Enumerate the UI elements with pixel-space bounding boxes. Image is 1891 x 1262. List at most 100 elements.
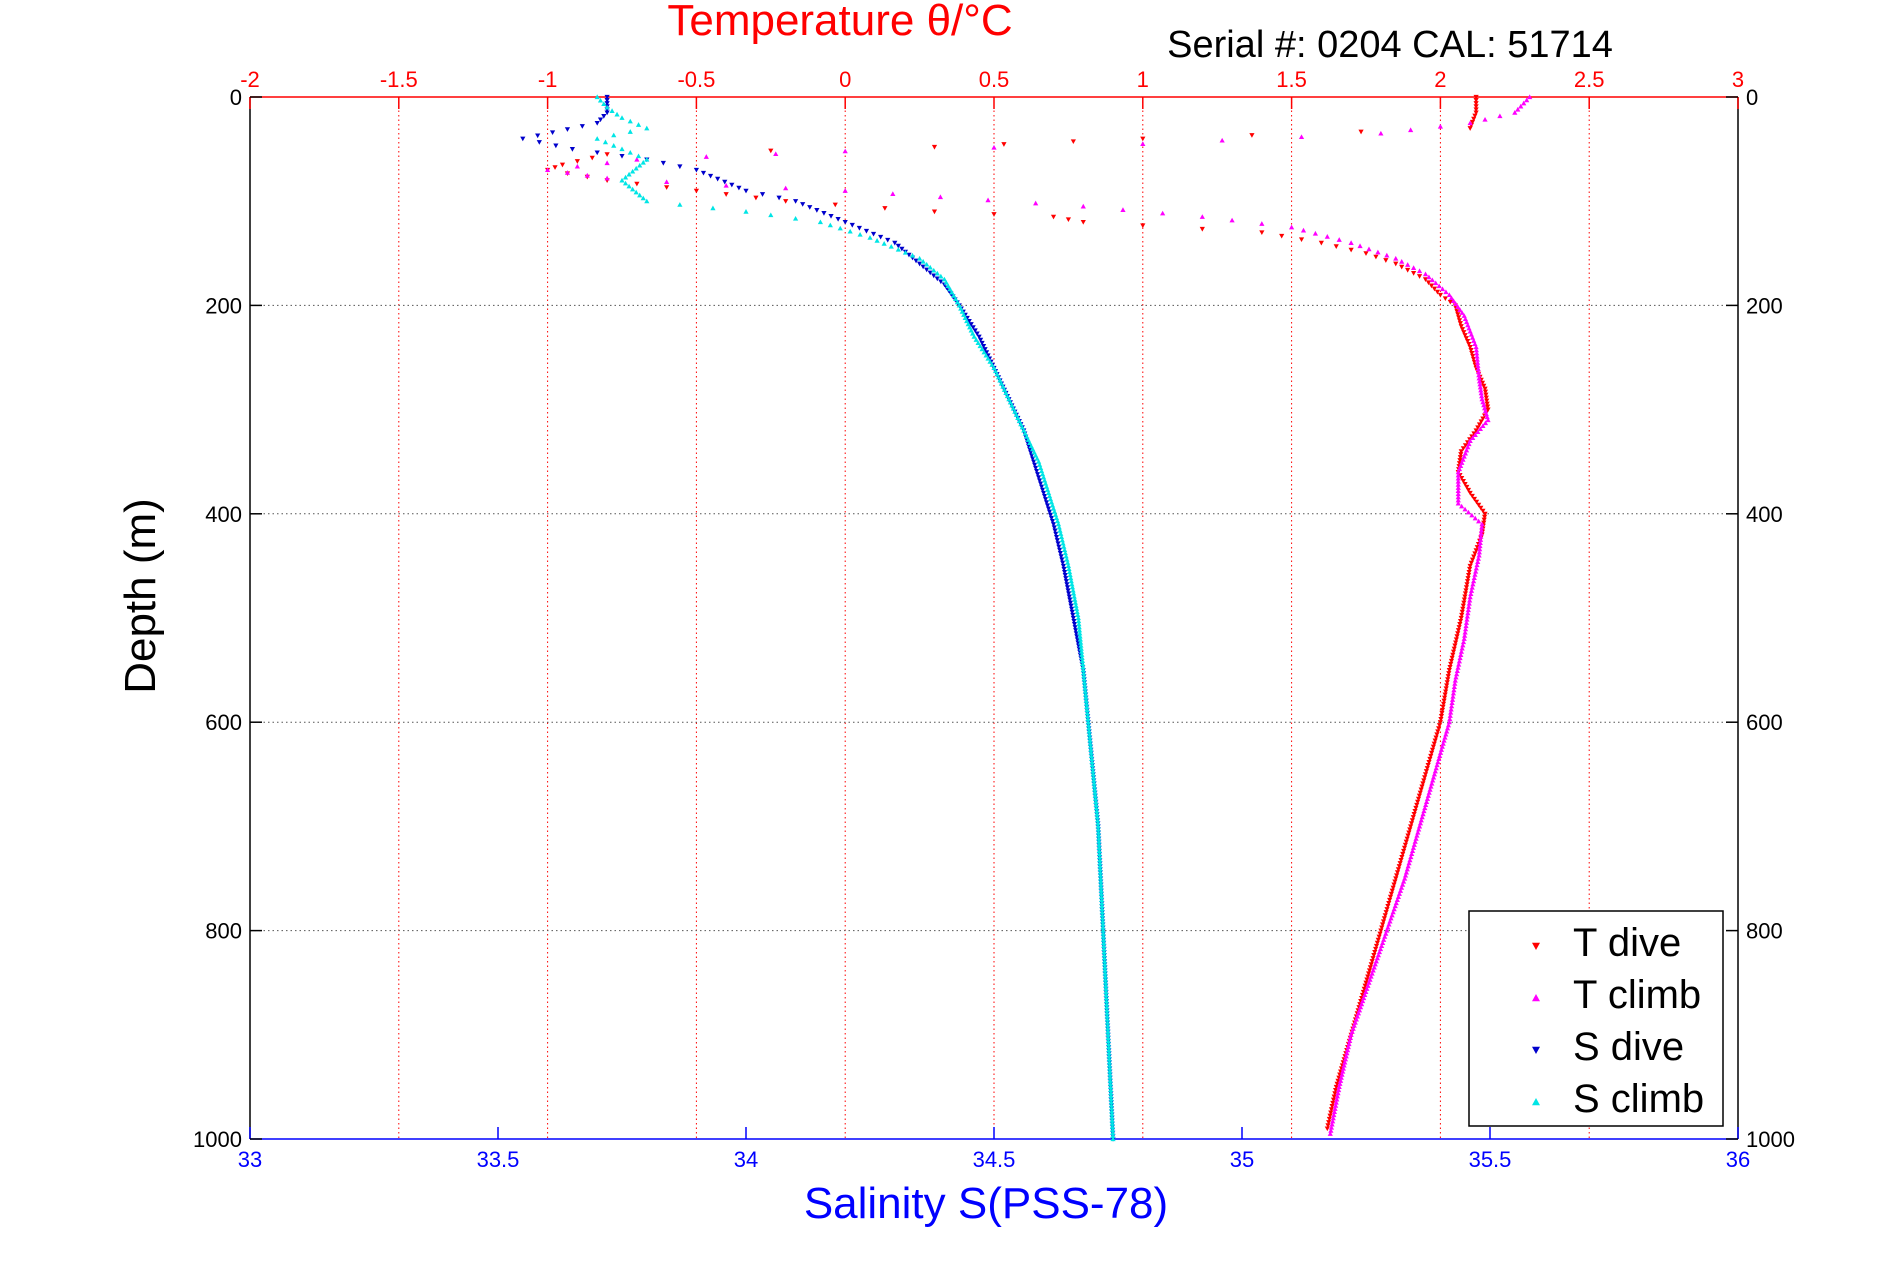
data-point: [1094, 817, 1101, 823]
data-point: [1454, 668, 1460, 673]
data-point: [1347, 1038, 1353, 1044]
data-point: [1090, 765, 1096, 771]
data-point: [1043, 484, 1050, 489]
data-point: [1140, 136, 1146, 142]
data-point: [1461, 330, 1467, 335]
data-point: [1448, 295, 1455, 301]
data-point: [1371, 964, 1377, 970]
data-point: [1402, 875, 1408, 881]
data-point: [1429, 780, 1435, 786]
data-point: [1104, 1010, 1110, 1016]
data-point: [1326, 1116, 1332, 1122]
data-point: [1447, 664, 1453, 670]
data-point: [1460, 446, 1466, 451]
temp-tick-label: 1: [1137, 67, 1149, 92]
data-point: [1435, 729, 1441, 734]
data-point: [1105, 1035, 1111, 1040]
data-point: [545, 167, 551, 173]
data-point: [1065, 588, 1071, 594]
data-point: [1442, 296, 1448, 302]
data-point: [1467, 563, 1473, 569]
data-point: [1465, 487, 1472, 493]
data-point: [1106, 1053, 1112, 1059]
data-point: [857, 231, 863, 237]
data-point: [1353, 1016, 1359, 1022]
data-point: [1049, 519, 1056, 524]
data-point: [1333, 244, 1339, 249]
data-point: [1474, 353, 1480, 359]
data-point: [1364, 977, 1370, 983]
data-point: [1072, 597, 1078, 602]
data-point: [1103, 989, 1109, 994]
data-point: [1394, 897, 1400, 903]
data-point: [1475, 559, 1481, 564]
data-point: [1042, 497, 1049, 502]
data-point: [793, 199, 799, 204]
data-point: [1440, 701, 1447, 707]
data-point: [1477, 537, 1484, 542]
data-point: [906, 252, 912, 258]
data-point: [1452, 681, 1458, 686]
data-point: [604, 175, 610, 181]
data-point: [890, 191, 896, 196]
data-point: [1411, 271, 1417, 276]
data-point: [743, 209, 749, 214]
data-point: [1105, 1029, 1111, 1034]
data-point: [1330, 1097, 1337, 1103]
data-point: [1047, 512, 1054, 518]
data-point: [1100, 931, 1106, 936]
data-point: [1421, 808, 1427, 814]
data-point: [1416, 826, 1422, 832]
data-point: [1325, 1123, 1331, 1128]
data-point: [1097, 869, 1103, 875]
data-point: [1393, 261, 1399, 267]
data-point: [1465, 610, 1471, 616]
data-point: [1399, 854, 1405, 860]
data-point: [1462, 333, 1468, 338]
data-point: [1324, 234, 1330, 239]
data-point: [1051, 525, 1057, 531]
data-point: [1060, 560, 1066, 566]
data-point: [1075, 615, 1081, 621]
data-point: [1335, 1078, 1341, 1084]
data-point: [1415, 796, 1422, 802]
data-point: [1373, 958, 1379, 964]
data-point: [1101, 949, 1107, 955]
data-point: [1055, 541, 1061, 547]
data-point: [1445, 674, 1451, 679]
data-point: [1468, 347, 1474, 353]
data-point: [1467, 566, 1473, 572]
data-point: [973, 337, 979, 342]
data-point: [1348, 247, 1354, 253]
data-point: [1473, 98, 1479, 103]
data-point: [594, 94, 600, 100]
data-point: [874, 238, 880, 243]
data-point: [1437, 123, 1443, 129]
data-point: [1066, 569, 1073, 575]
data-point: [1071, 590, 1077, 596]
data-point: [1470, 578, 1477, 584]
data-point: [627, 129, 633, 134]
data-point: [1453, 640, 1459, 646]
data-point: [1428, 283, 1435, 289]
data-point: [1080, 667, 1086, 673]
data-point: [1446, 719, 1452, 725]
data-point: [1091, 780, 1097, 786]
data-point: [1106, 1056, 1112, 1062]
data-point: [1199, 214, 1205, 219]
data-point: [1078, 646, 1084, 651]
data-point: [1073, 631, 1079, 636]
data-point: [1475, 366, 1481, 372]
data-point: [1082, 682, 1088, 688]
data-point: [1456, 318, 1463, 323]
data-point: [1249, 133, 1255, 138]
data-point: [1074, 637, 1081, 643]
data-point: [827, 222, 833, 228]
data-point: [1374, 955, 1380, 961]
data-point: [1072, 625, 1078, 630]
data-point: [1408, 821, 1415, 826]
data-point: [1101, 955, 1108, 961]
data-point: [1098, 875, 1104, 881]
data-point: [1061, 544, 1067, 549]
data-point: [1037, 462, 1043, 467]
